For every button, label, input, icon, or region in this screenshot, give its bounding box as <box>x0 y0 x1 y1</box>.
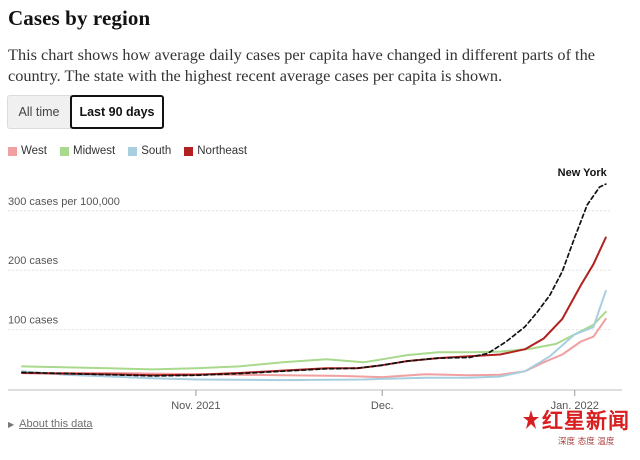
legend-label: Midwest <box>73 145 116 157</box>
chart-legend: West Midwest South Northeast <box>8 145 260 157</box>
legend-swatch <box>8 146 17 156</box>
chart-title: Cases by region <box>8 6 151 30</box>
legend-swatch <box>184 146 194 156</box>
last-90-days-button[interactable]: Last 90 days <box>70 95 164 129</box>
legend-label: West <box>21 145 47 157</box>
y-tick-label: 100 cases <box>8 315 59 327</box>
time-range-toggle: All time Last 90 days <box>7 95 164 129</box>
star-logo-icon <box>523 410 539 429</box>
about-this-data-label: About this data <box>19 418 93 430</box>
legend-label: Northeast <box>197 145 248 157</box>
legend-item-south: South <box>128 145 171 157</box>
watermark-sub-text: 深度 态度 温度 <box>558 437 615 447</box>
watermark-logo: 红星新闻 深度 态度 温度 <box>520 405 638 457</box>
y-tick-label: 200 cases <box>8 255 59 267</box>
chart-description: This chart shows how average daily cases… <box>8 45 595 85</box>
legend-item-midwest: Midwest <box>60 145 115 157</box>
disclosure-triangle-icon: ▶ <box>8 419 15 429</box>
all-time-button[interactable]: All time <box>7 95 71 129</box>
series-line-northeast <box>21 236 607 377</box>
x-tick-label: Nov. 2021 <box>171 400 220 410</box>
x-tick-label: Dec. <box>371 400 394 410</box>
watermark-main-text: 红星新闻 <box>542 409 630 433</box>
series-line-new-york <box>21 183 607 377</box>
line-chart: 100 cases 200 cases 300 cases per 100,000 N… <box>8 167 622 410</box>
y-tick-label: 300 cases per 100,000 <box>8 196 120 208</box>
series-line-south <box>21 290 607 382</box>
about-this-data-link[interactable]: ▶ About this data <box>8 418 93 430</box>
legend-item-west: West <box>8 145 47 157</box>
legend-item-northeast: Northeast <box>184 145 247 157</box>
x-tick-label: Jan. 2022 <box>551 400 599 410</box>
legend-label: South <box>141 145 172 157</box>
legend-swatch <box>128 146 138 156</box>
legend-swatch <box>60 146 69 156</box>
series-annotation-label: New York <box>558 167 608 179</box>
series-line-midwest <box>21 310 607 371</box>
